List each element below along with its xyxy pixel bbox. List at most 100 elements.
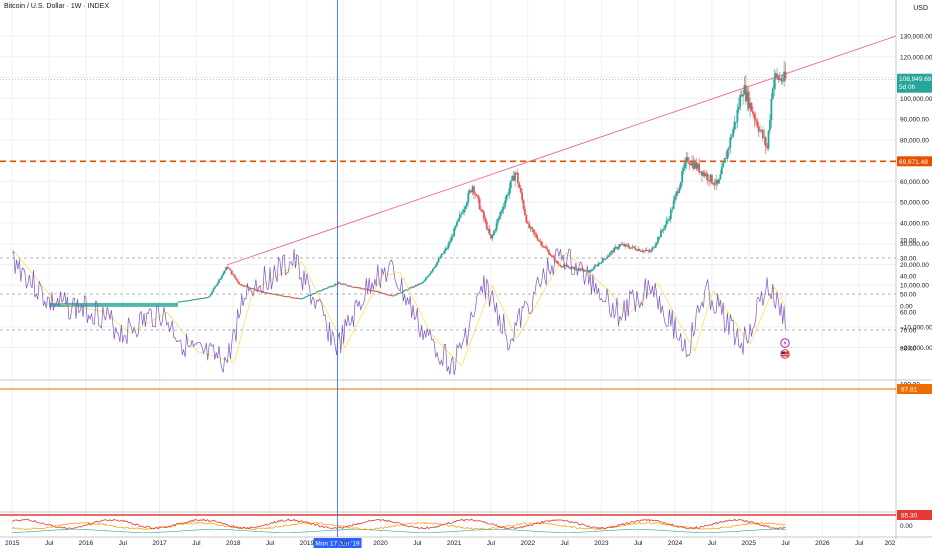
candle-body	[777, 75, 780, 80]
candle-body	[446, 247, 448, 249]
candle-body	[590, 270, 593, 272]
candle-body	[294, 297, 297, 299]
candle-body	[216, 282, 219, 286]
candle-body	[560, 266, 563, 268]
candle-body	[344, 283, 346, 285]
candle-body	[257, 290, 260, 292]
candle-body	[417, 283, 420, 286]
rsi-tick-label: 40.00	[900, 274, 917, 281]
candle-body	[566, 265, 569, 267]
candle-body	[433, 267, 436, 269]
candle-body	[712, 182, 715, 185]
time-tick-label: 2017	[152, 540, 167, 547]
candle-body	[274, 293, 277, 295]
price-tick-label: 0.00	[900, 304, 913, 311]
candle-body	[328, 286, 331, 288]
candle-body	[514, 172, 516, 181]
candle-body	[645, 249, 648, 251]
time-tick-label: 2024	[668, 540, 683, 547]
candle-body	[497, 218, 499, 223]
candle-body	[743, 85, 746, 95]
candle-body	[599, 262, 601, 264]
rsi-tick-label: 60.00	[900, 310, 917, 317]
candle-body	[763, 137, 766, 139]
candle-body	[516, 172, 519, 184]
candle-body	[281, 295, 284, 297]
candle-body	[667, 219, 669, 221]
candle-body	[307, 295, 310, 297]
candle-body	[752, 111, 754, 114]
candle-body	[177, 301, 179, 303]
candle-body	[395, 294, 397, 296]
candle-body	[320, 290, 322, 292]
candle-body	[611, 251, 614, 253]
support-badge	[897, 156, 932, 167]
candle-body	[196, 298, 199, 300]
rsi-tick-label: 20.00	[900, 238, 917, 245]
candle-body	[753, 113, 756, 119]
candle-body	[473, 186, 475, 194]
candle-body	[334, 283, 337, 286]
candle-body	[720, 167, 723, 175]
candle-body	[586, 270, 589, 272]
candle-body	[379, 291, 382, 293]
candle-body	[448, 241, 451, 244]
candle-body	[657, 237, 659, 243]
countdown-label: 5d 0h	[899, 84, 916, 91]
price-tick-label: 50,000.00	[900, 200, 929, 207]
candle-body	[298, 298, 301, 300]
candle-body	[237, 281, 240, 285]
candle-body	[671, 208, 674, 210]
candle-body	[729, 137, 732, 148]
candle-body	[181, 301, 184, 303]
time-tick-label: Jul	[413, 540, 422, 547]
rsi-tick-label: 30.00	[900, 256, 917, 263]
candle-body	[392, 295, 395, 297]
candle-body	[604, 258, 607, 260]
us-flag-icon[interactable]	[780, 349, 790, 359]
candle-body	[555, 260, 558, 262]
candle-body	[627, 245, 630, 248]
candle-body	[701, 171, 703, 176]
candle-body	[413, 286, 416, 288]
candle-body	[739, 94, 742, 107]
candle-body	[254, 289, 257, 291]
candle-body	[185, 300, 188, 302]
candle-body	[339, 283, 342, 285]
candle-body	[378, 291, 380, 293]
time-tick-label: Jul	[781, 540, 790, 547]
candle-body	[524, 208, 526, 215]
time-tick-label: 2016	[79, 540, 94, 547]
candle-body	[467, 192, 470, 203]
candle-body	[327, 287, 329, 289]
osc-line-teal	[12, 529, 786, 533]
candle-body	[519, 188, 522, 193]
candle-body	[212, 288, 215, 292]
currency-label[interactable]: USD	[913, 5, 928, 12]
lightning-icon[interactable]	[780, 338, 790, 348]
candle-body	[382, 293, 385, 295]
candle-body	[542, 246, 545, 248]
candle-body	[515, 172, 518, 174]
candle-body	[641, 250, 644, 252]
candle-body	[546, 248, 549, 251]
candle-body	[279, 294, 281, 296]
candle-body	[184, 300, 186, 302]
candle-body	[698, 163, 701, 173]
candle-body	[233, 274, 236, 278]
candle-body	[297, 297, 300, 299]
candle-body	[637, 249, 640, 251]
candle-body	[507, 194, 509, 196]
candle-body	[541, 242, 543, 247]
candle-body	[722, 162, 725, 168]
candle-body	[498, 215, 501, 219]
candle-body	[315, 291, 318, 293]
candle-body	[390, 295, 393, 297]
candle-body	[572, 266, 575, 268]
candle-body	[508, 188, 511, 195]
candle-body	[291, 297, 294, 299]
candle-body	[355, 287, 358, 289]
candle-body	[412, 286, 414, 288]
